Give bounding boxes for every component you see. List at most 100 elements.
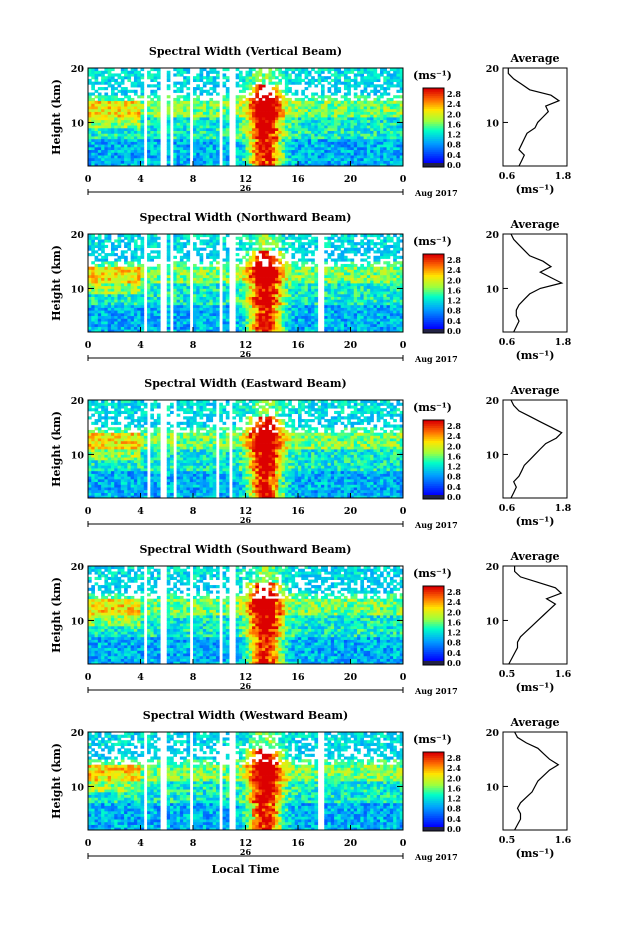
heatmap-cell bbox=[330, 253, 335, 257]
heatmap-cell bbox=[156, 277, 161, 281]
heatmap-cell bbox=[242, 318, 246, 322]
heatmap-cell bbox=[153, 266, 158, 270]
heatmap-cell bbox=[383, 87, 387, 91]
colorbar-swatch bbox=[423, 153, 444, 156]
heatmap-cell bbox=[376, 106, 381, 110]
heatmap-cell bbox=[104, 323, 109, 327]
heatmap-cell bbox=[353, 78, 358, 83]
heatmap-cell bbox=[291, 280, 296, 284]
heatmap-cell bbox=[133, 84, 138, 88]
heatmap-cell bbox=[206, 255, 210, 259]
heatmap-cell bbox=[334, 73, 338, 77]
heatmap-cell bbox=[258, 285, 263, 289]
heatmap-cell bbox=[173, 310, 177, 314]
heatmap-cell bbox=[179, 258, 184, 262]
heatmap-cell bbox=[291, 100, 296, 104]
heatmap-cell bbox=[196, 149, 200, 153]
heatmap-cell bbox=[88, 163, 92, 167]
heatmap-cell bbox=[288, 119, 292, 123]
heatmap-cell bbox=[245, 242, 250, 246]
heatmap-cell bbox=[150, 68, 155, 72]
heatmap-cell bbox=[360, 155, 365, 159]
heatmap-cell bbox=[248, 242, 253, 246]
heatmap-cell bbox=[110, 261, 115, 265]
heatmap-cell bbox=[301, 280, 305, 284]
heatmap-cell bbox=[288, 122, 292, 126]
heatmap-cell bbox=[222, 277, 227, 281]
heatmap-cell bbox=[88, 78, 92, 83]
heatmap-cell bbox=[127, 138, 132, 142]
heatmap-cell bbox=[327, 329, 332, 333]
heatmap-cell bbox=[324, 127, 328, 132]
heatmap-cell bbox=[261, 304, 266, 308]
heatmap-cell bbox=[196, 250, 200, 254]
heatmap-cell bbox=[107, 291, 112, 295]
heatmap-cell bbox=[281, 326, 286, 330]
heatmap-cell bbox=[337, 89, 342, 93]
heatmap-cell bbox=[288, 144, 292, 148]
heatmap-cell bbox=[117, 329, 122, 333]
heatmap-cell bbox=[275, 117, 279, 121]
heatmap-cell bbox=[179, 234, 184, 238]
heatmap-cell bbox=[363, 157, 368, 161]
heatmap-cell bbox=[176, 299, 181, 303]
heatmap-cell bbox=[258, 73, 263, 77]
heatmap-cell bbox=[110, 157, 115, 161]
heatmap-cell bbox=[133, 242, 138, 246]
heatmap-cell bbox=[334, 100, 338, 104]
heatmap-cell bbox=[140, 163, 145, 167]
heatmap-cell bbox=[258, 122, 263, 126]
heatmap-cell bbox=[314, 266, 319, 270]
heatmap-cell bbox=[258, 234, 263, 238]
heatmap-cell bbox=[258, 149, 263, 153]
heatmap-cell bbox=[304, 95, 309, 99]
heatmap-cell bbox=[235, 293, 240, 298]
heatmap-cell bbox=[193, 299, 197, 303]
heatmap-cell bbox=[120, 108, 125, 112]
heatmap-cell bbox=[261, 136, 266, 140]
heatmap-cell bbox=[353, 114, 358, 118]
heatmap-cell bbox=[330, 73, 335, 77]
heatmap-cell bbox=[110, 89, 115, 93]
heatmap-cell bbox=[150, 269, 155, 273]
heatmap-cell bbox=[255, 258, 260, 262]
heatmap-cell bbox=[275, 272, 279, 276]
heatmap-cell bbox=[370, 133, 374, 137]
heatmap-cell bbox=[179, 304, 184, 308]
heatmap-cell bbox=[186, 285, 191, 289]
heatmap-cell bbox=[110, 119, 115, 123]
heatmap-cell bbox=[298, 315, 302, 319]
heatmap-cell bbox=[153, 307, 158, 311]
heatmap-cell bbox=[307, 160, 312, 164]
heatmap-cell bbox=[304, 149, 309, 153]
heatmap-cell bbox=[399, 149, 404, 153]
heatmap-cell bbox=[301, 149, 305, 153]
heatmap-cell bbox=[209, 299, 214, 303]
heatmap-cell bbox=[284, 274, 289, 278]
heatmap-cells bbox=[88, 68, 404, 167]
heatmap-cell bbox=[248, 106, 253, 110]
heatmap-cell bbox=[291, 291, 296, 295]
heatmap-cell bbox=[265, 307, 269, 311]
heatmap-cell bbox=[110, 329, 115, 333]
heatmap-cell bbox=[330, 312, 335, 317]
heatmap-cell bbox=[275, 84, 279, 88]
heatmap-cell bbox=[291, 315, 296, 319]
heatmap-cell bbox=[120, 277, 125, 281]
heatmap-cell bbox=[173, 312, 177, 317]
heatmap-cell bbox=[291, 326, 296, 330]
heatmap-cell bbox=[337, 160, 342, 164]
heatmap-cell bbox=[275, 152, 279, 156]
heatmap-cell bbox=[261, 272, 266, 276]
heatmap-cell bbox=[248, 247, 253, 251]
heatmap-cell bbox=[127, 97, 132, 102]
heatmap-cell bbox=[301, 255, 305, 259]
heatmap-cell bbox=[255, 274, 260, 278]
heatmap-cell bbox=[176, 141, 181, 145]
heatmap-cell bbox=[393, 136, 397, 140]
heatmap-cell bbox=[235, 326, 240, 330]
heatmap-cell bbox=[265, 321, 269, 325]
heatmap-cell bbox=[206, 81, 210, 85]
heatmap-cell bbox=[265, 106, 269, 110]
heatmap-cell bbox=[212, 323, 217, 327]
